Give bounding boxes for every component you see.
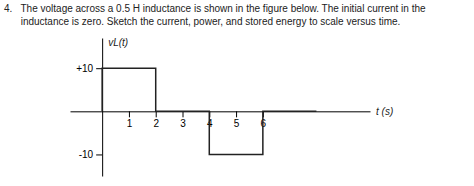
x-tick: 3 bbox=[180, 111, 186, 129]
x-tick-mark bbox=[183, 111, 184, 117]
x-tick-mark bbox=[156, 111, 157, 117]
x-tick: 5 bbox=[234, 111, 240, 129]
y-tick-mark bbox=[96, 154, 102, 155]
x-tick-label: 3 bbox=[180, 118, 186, 129]
y-axis-label: vL(t) bbox=[108, 37, 128, 48]
y-tick-label: +10 bbox=[76, 63, 93, 74]
x-axis-line bbox=[71, 111, 371, 112]
waveform-line bbox=[102, 68, 316, 154]
x-tick-label: 1 bbox=[127, 118, 133, 129]
y-tick: -10 bbox=[79, 149, 102, 160]
x-tick-mark bbox=[129, 111, 130, 117]
x-tick: 1 bbox=[127, 111, 133, 129]
subtitle: inductance is zero. Sketch the current, … bbox=[4, 16, 400, 27]
x-tick-label: 5 bbox=[234, 118, 240, 129]
x-tick: 2 bbox=[153, 111, 159, 129]
x-tick-mark bbox=[236, 111, 237, 117]
y-tick-mark bbox=[96, 68, 102, 69]
x-tick-label: 2 bbox=[153, 118, 159, 129]
y-axis: -10 +10 bbox=[76, 39, 102, 177]
y-tick-label: -10 bbox=[79, 149, 94, 160]
x-axis: 123456 bbox=[71, 111, 371, 129]
plot-area bbox=[102, 68, 316, 154]
x-axis-label: t (s) bbox=[376, 106, 393, 117]
y-tick: +10 bbox=[76, 63, 102, 74]
chart: 4. The voltage across a 0.5 H inductance… bbox=[0, 0, 474, 186]
title: 4. The voltage across a 0.5 H inductance… bbox=[4, 3, 426, 14]
